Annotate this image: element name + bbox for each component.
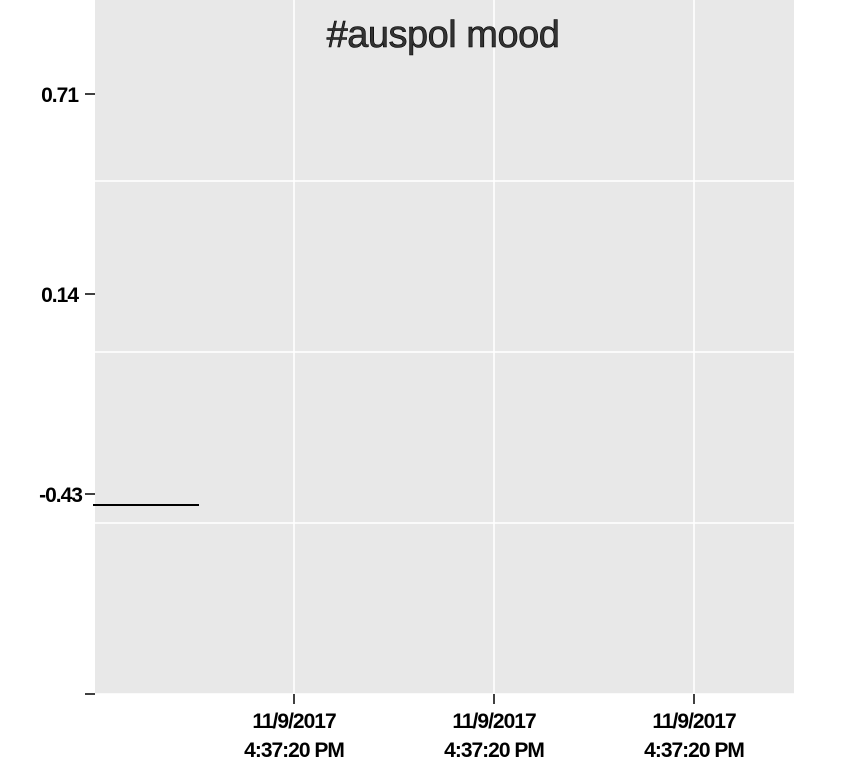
y-tick-label: 0.71 [41,84,79,107]
x-tick-label-date: 11/9/2017 [252,710,336,733]
x-axis: 11/9/2017 4:37:20 PM 11/9/2017 4:37:20 P… [244,694,745,762]
y-tick-label: -0.43 [39,484,82,507]
y-axis: 0.71 0.14 -0.43 [39,84,95,695]
y-tick-label: 0.14 [41,284,79,307]
x-tick-label-time: 4:37:20 PM [644,739,744,762]
chart-title: #auspol mood [327,14,560,56]
x-tick-label-time: 4:37:20 PM [244,739,344,762]
plot-panel [95,0,794,694]
x-tick-label-date: 11/9/2017 [652,710,736,733]
grid-lines [95,0,794,695]
x-tick-label-time: 4:37:20 PM [444,739,544,762]
x-tick-label-date: 11/9/2017 [452,710,536,733]
